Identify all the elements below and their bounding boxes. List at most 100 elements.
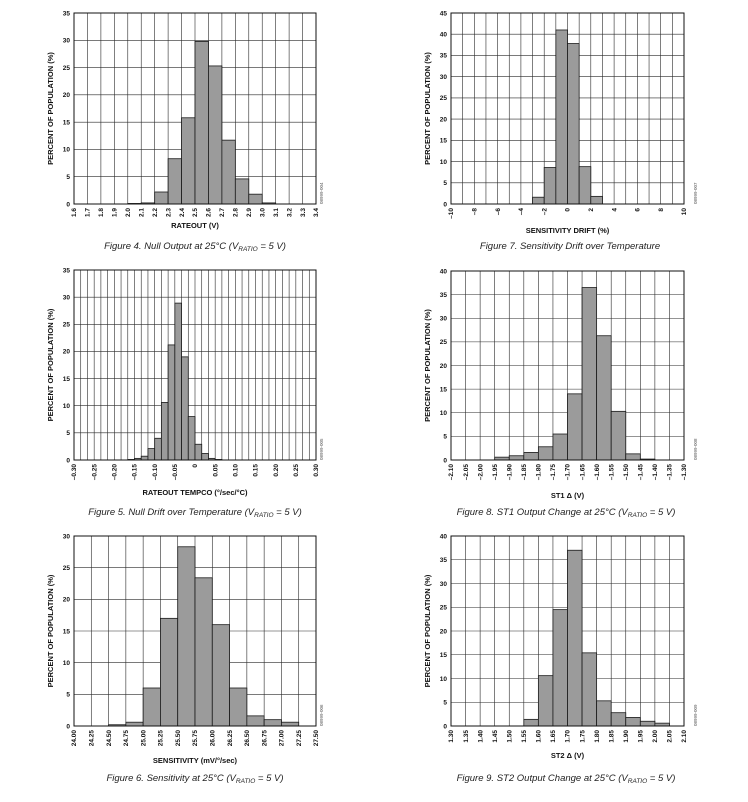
x-tick-label: 1.85 [608, 730, 615, 743]
y-axis-label: PERCENT OF POPULATION (%) [423, 52, 432, 165]
x-tick-label: 1.6 [71, 208, 78, 217]
histogram-bar [567, 43, 580, 205]
histogram-bar [537, 446, 554, 461]
x-tick-label: 1.50 [506, 730, 513, 743]
x-axis-label: RATEOUT TEMPCO (°/sec/°C) [142, 488, 248, 497]
histogram-bar [174, 302, 182, 461]
figure-code: 08999-007 [693, 182, 698, 204]
figure-caption: Figure 9. ST2 Output Change at 25°C (VRA… [457, 773, 676, 785]
x-tick-label: –0.05 [172, 464, 179, 481]
histogram-bar [552, 609, 568, 727]
x-tick-label: –2.10 [448, 464, 455, 481]
x-tick-label: –1.55 [608, 464, 615, 481]
figure-caption: Figure 4. Null Output at 25°C (VRATIO = … [104, 241, 286, 253]
histogram-bar [543, 167, 557, 205]
x-tick-label: 25.00 [140, 730, 147, 747]
histogram-bar [201, 453, 209, 461]
figure-code: 08999-004 [319, 182, 324, 204]
y-tick-label: 10 [440, 410, 448, 417]
y-tick-label: 15 [63, 119, 71, 126]
y-tick-label: 5 [66, 692, 70, 699]
y-tick-label: 25 [440, 605, 448, 612]
x-tick-label: 26.75 [261, 730, 268, 747]
x-tick-label: –0.20 [112, 464, 119, 481]
y-tick-label: 30 [440, 581, 448, 588]
caption-subscript: RATIO [236, 778, 255, 785]
y-tick-label: 15 [440, 386, 448, 393]
caption-subscript: RATIO [254, 512, 273, 519]
x-axis-label: ST1 Δ (V) [551, 491, 585, 500]
x-tick-label: 27.50 [313, 730, 320, 747]
x-tick-label: –1.40 [652, 464, 659, 481]
plot-frame [73, 535, 317, 727]
x-tick-label: 1.40 [477, 730, 484, 743]
histogram-bar [578, 166, 592, 205]
caption-text: Figure 8. ST1 Output Change at 25°C (V [457, 507, 630, 518]
histogram-bar [552, 433, 568, 461]
histogram-bar [581, 652, 598, 727]
histogram-bar [625, 717, 641, 727]
histogram-bar [211, 624, 230, 727]
x-tick-label: 2.2 [152, 208, 159, 217]
y-tick-label: 15 [440, 138, 448, 145]
x-tick-label: 2.6 [206, 208, 213, 217]
x-tick-label: 27.25 [296, 730, 303, 747]
y-tick-label: 40 [440, 32, 448, 39]
x-tick-label: 1.80 [594, 730, 601, 743]
x-tick-label: –1.60 [594, 464, 601, 481]
histogram-bar [639, 720, 656, 727]
y-tick-label: 10 [63, 147, 71, 154]
y-axis-label: PERCENT OF POPULATION (%) [423, 574, 432, 687]
x-tick-label: 2.9 [246, 208, 253, 217]
x-tick-label: –1.80 [536, 464, 543, 481]
figure-code: 08999-008 [693, 438, 698, 460]
x-tick-label: 2 [588, 208, 595, 212]
histogram-bar [567, 393, 583, 461]
histogram-bar [194, 40, 209, 205]
x-tick-label: 1.8 [98, 208, 105, 217]
y-tick-label: 35 [63, 10, 71, 17]
x-tick-label: 1.65 [550, 730, 557, 743]
x-tick-label: –1.65 [579, 464, 586, 481]
y-tick-label: 20 [63, 597, 71, 604]
x-tick-label: 25.50 [175, 730, 182, 747]
histogram-bar [532, 196, 545, 205]
histogram-bar [140, 455, 149, 461]
histogram-bar [147, 448, 156, 461]
y-tick-label: 5 [443, 180, 447, 187]
x-tick-label: –2.05 [463, 464, 470, 481]
chart-6: 0 5 10 15 20 25 30 35 40 1.30 1.35 1.40 1.45 1.50 1.55… [423, 533, 698, 785]
y-tick-label: 45 [440, 10, 448, 17]
histogram-bar [194, 443, 203, 461]
x-tick-label: –2 [541, 208, 548, 216]
x-tick-label: 24.50 [106, 730, 113, 747]
y-tick-label: 5 [443, 434, 447, 441]
y-tick-label: 0 [66, 723, 70, 730]
histogram-bar [125, 721, 144, 727]
figure-code: 08999-009 [693, 704, 698, 726]
x-tick-label: –0.15 [132, 464, 139, 481]
y-tick-label: 30 [440, 74, 448, 81]
x-tick-label: 1.35 [463, 730, 470, 743]
chart-4: 0 5 10 15 20 25 30 35 40 –2.10 –2.05 –2.00 –1.95 –1.9… [423, 268, 698, 519]
y-tick-label: 10 [63, 660, 71, 667]
x-tick-label: 0.20 [273, 464, 280, 477]
histogram-bar [221, 139, 236, 205]
caption-subscript: RATIO [238, 246, 257, 253]
x-tick-label: –2.00 [477, 464, 484, 481]
x-tick-label: 1.45 [492, 730, 499, 743]
y-tick-label: 5 [443, 700, 447, 707]
histogram-bar [610, 410, 627, 461]
chart-3: 0 5 10 15 20 25 30 35 –0.30 –0.25 –0.20 –0.15 –0.10 –… [46, 267, 324, 519]
histogram-bar [625, 453, 641, 461]
y-tick-label: 0 [443, 201, 447, 208]
caption-text-end: = 5 V) [258, 241, 286, 252]
y-tick-label: 15 [63, 376, 71, 383]
y-tick-label: 20 [440, 116, 448, 123]
caption-text-end: = 5 V) [274, 507, 302, 518]
x-tick-label: 3.0 [259, 208, 266, 217]
x-tick-label: 2.1 [138, 208, 145, 217]
histogram-bar [567, 549, 583, 727]
x-tick-label: 2.5 [192, 208, 199, 217]
x-tick-label: 24.75 [123, 730, 130, 747]
